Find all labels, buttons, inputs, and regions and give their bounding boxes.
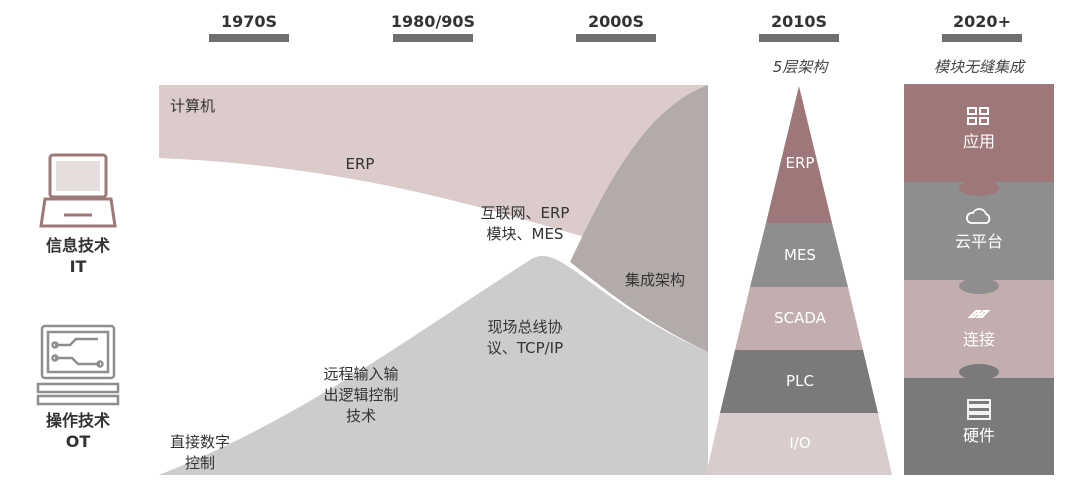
ot-band — [159, 256, 708, 475]
label-direct-digital: 直接数字 控制 — [150, 432, 250, 474]
module-label: 云平台 — [954, 232, 1003, 251]
puzzle-tab — [959, 180, 999, 196]
module-block-cloud — [904, 182, 1054, 280]
label-computer: 计算机 — [170, 97, 216, 115]
puzzle-tab — [959, 278, 999, 294]
module-cloud: 云平台 — [904, 206, 1054, 252]
era-header-2010s: 2010S — [749, 12, 849, 42]
it-label-line2: IT — [69, 257, 87, 276]
era-bar — [576, 34, 656, 42]
pyramid-label-io: I/O — [789, 434, 811, 452]
pyramid-io — [706, 413, 892, 475]
era-header-2000s: 2000S — [566, 12, 666, 42]
era-header-1980s: 1980/90S — [383, 12, 483, 42]
ot-label-line1: 操作技术 — [45, 411, 110, 430]
module-app: 应用 — [904, 106, 1054, 152]
label-internet: 互联网、ERP 模块、MES — [455, 203, 595, 245]
ot-label-line2: OT — [65, 432, 91, 451]
it-band — [159, 85, 708, 260]
pyramid-label-scada: SCADA — [774, 309, 826, 327]
pyramid-label-erp: ERP — [785, 154, 815, 172]
label-internet-line1: 互联网、ERP — [480, 204, 570, 222]
laptop-icon — [39, 153, 117, 228]
it-label-line1: 信息技术 — [45, 236, 110, 255]
label-remote-io: 远程输入输 出逻辑控制 技术 — [296, 364, 426, 427]
era-subtitle-2010s: 5层架构 — [772, 58, 828, 76]
module-connect: 连接 — [904, 304, 1054, 350]
pyramid-erp — [766, 86, 832, 223]
label-integration: 集成架构 — [624, 271, 685, 289]
app-grid-icon — [967, 107, 989, 125]
module-hardware: 硬件 — [904, 398, 1054, 446]
era-label: 1970S — [220, 12, 278, 31]
module-label: 硬件 — [962, 426, 995, 445]
label-internet-line2: 模块、MES — [486, 225, 564, 243]
server-icon — [967, 399, 991, 420]
pyramid-mes — [750, 223, 848, 287]
it-label: 信息技术 IT — [28, 235, 128, 277]
module-label: 应用 — [962, 132, 995, 151]
pyramid-label-mes: MES — [784, 246, 816, 264]
merge-region — [570, 85, 708, 352]
cloud-icon — [966, 208, 991, 224]
label-direct-line2: 控制 — [184, 454, 215, 472]
circuit-monitor-icon — [36, 324, 120, 406]
label-fieldbus-line2: 议、TCP/IP — [486, 339, 564, 357]
link-icon — [967, 310, 991, 318]
label-fieldbus-line1: 现场总线协 — [487, 318, 563, 336]
pyramid-label-plc: PLC — [786, 372, 814, 390]
era-bar — [209, 34, 289, 42]
label-remote-line2: 出逻辑控制 — [323, 386, 399, 404]
era-subtitle-2020: 模块无缝集成 — [933, 58, 1024, 76]
era-header-2020: 2020+ — [932, 12, 1032, 42]
pyramid-scada — [735, 287, 863, 350]
puzzle-tab — [959, 364, 999, 380]
ot-label: 操作技术 OT — [28, 410, 128, 452]
label-remote-line3: 技术 — [345, 407, 376, 425]
label-fieldbus: 现场总线协 议、TCP/IP — [455, 317, 595, 359]
label-direct-line1: 直接数字 — [169, 433, 230, 451]
era-bar — [942, 34, 1022, 42]
era-bar — [393, 34, 473, 42]
label-remote-line1: 远程输入输 — [323, 365, 399, 383]
module-label: 连接 — [962, 330, 995, 349]
era-bar — [759, 34, 839, 42]
era-label: 2000S — [587, 12, 645, 31]
pyramid-plc — [720, 350, 878, 413]
label-erp: ERP — [345, 155, 375, 173]
era-label: 2020+ — [953, 12, 1011, 31]
module-block-connect — [904, 280, 1054, 378]
module-block-hardware — [904, 378, 1054, 475]
era-label: 1980/90S — [390, 12, 476, 31]
era-header-1970s: 1970S — [199, 12, 299, 42]
era-label: 2010S — [770, 12, 828, 31]
module-block-app — [904, 84, 1054, 182]
